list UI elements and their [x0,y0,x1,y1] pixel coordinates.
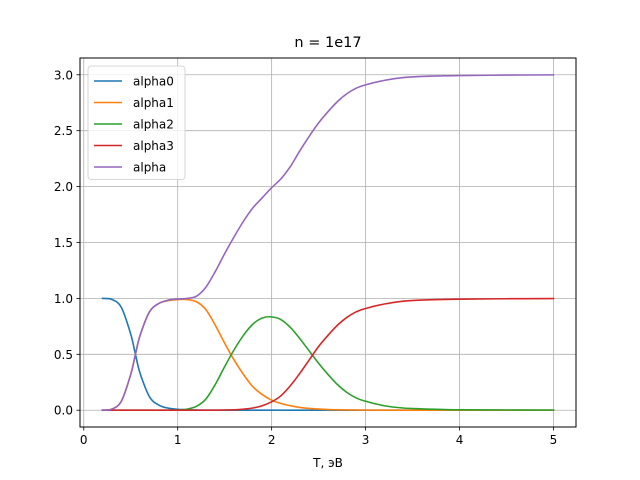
y-tick-label: 3.0 [54,68,73,82]
y-tick-label: 1.5 [54,236,73,250]
legend-label-alpha3: alpha3 [133,139,174,153]
legend-label-alpha2: alpha2 [133,118,174,132]
grid [80,58,576,427]
x-tick-label: 4 [456,433,464,447]
series-line-alpha3 [101,297,555,412]
x-tick-label: 2 [268,433,276,447]
plot-area [101,74,555,412]
y-tick-label: 0.0 [54,404,73,418]
y-tick-label: 2.0 [54,180,73,194]
x-tick-label: 1 [174,433,182,447]
legend: alpha0 alpha1 alpha2 alpha3 alpha [87,65,186,180]
series-line-alpha [101,74,555,412]
legend-label-alpha: alpha [133,161,166,175]
chart-title: n = 1e17 [294,35,361,51]
y-tick-label: 1.0 [54,292,73,306]
legend-box [87,65,186,180]
legend-label-alpha0: alpha0 [133,75,174,89]
y-tick-label: 2.5 [54,124,73,138]
x-axis-label: T, эВ [312,456,343,470]
y-tick-label: 0.5 [54,348,73,362]
x-tick-label: 5 [550,433,558,447]
x-tick-label: 0 [80,433,88,447]
legend-label-alpha1: alpha1 [133,96,174,110]
x-tick-label: 3 [362,433,370,447]
axis-ticks: 0 1 2 3 4 5 0.0 0.5 1.0 1.5 2.0 2.5 3.0 [54,68,557,447]
